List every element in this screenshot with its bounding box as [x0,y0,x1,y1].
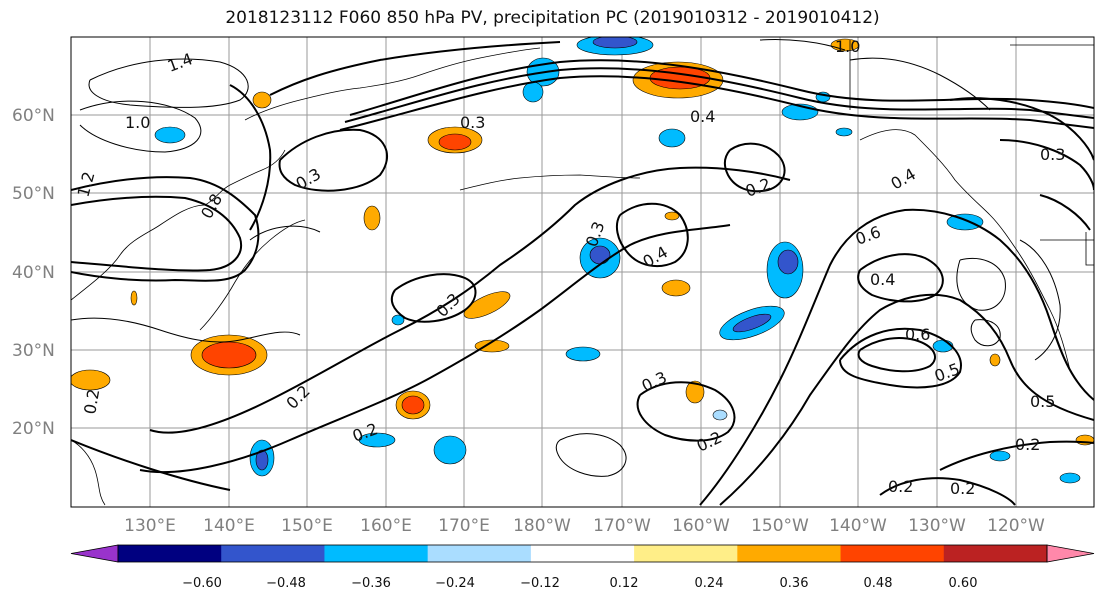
contour-label: 0.6 [905,325,930,344]
contour-label: 0.3 [460,113,485,132]
contour-label: 1.0 [835,37,860,56]
colorbar-swatch [118,545,222,562]
contour-label: 0.2 [950,479,975,498]
colorbar-tick-label: −0.12 [520,576,560,591]
colorbar-tick-label: −0.24 [435,576,475,591]
contour-label: 0.4 [690,107,715,126]
colorbar-swatch [943,545,1048,562]
contour-label: 0.5 [1030,392,1055,411]
lat-tick-label: 60°N [12,106,55,126]
lat-tick-label: 20°N [12,419,55,439]
contour-label: 1.0 [125,113,150,132]
colorbar-tick-label: 0.24 [695,576,724,591]
contour-label: 0.2 [1015,435,1040,454]
map-title: 2018123112 F060 850 hPa PV, precipitatio… [225,8,880,28]
plot-frame [70,36,1095,508]
colorbar-swatch [324,545,429,562]
colorbar-swatch [530,545,635,562]
colorbar-extend-high [1046,544,1095,563]
lat-tick-label: 30°N [12,341,55,361]
contour-label: 0.3 [1040,145,1065,164]
lon-tick-labels: 130°E 140°E 150°E 160°E 170°E 180°W 170°… [124,516,1045,536]
colorbar-swatch [221,545,325,562]
lon-tick-label: 130°E [124,516,176,536]
colorbar [70,544,1095,563]
lon-tick-label: 170°E [438,516,490,536]
lon-tick-label: 160°E [360,516,412,536]
colorbar-tick-label: −0.60 [182,576,222,591]
lat-tick-label: 40°N [12,263,55,283]
lon-tick-label: 150°W [751,516,809,536]
lon-tick-label: 180°W [513,516,571,536]
contour-label: 0.4 [870,270,895,289]
lat-tick-labels: 60°N 50°N 40°N 30°N 20°N [12,106,55,439]
lon-tick-label: 130°W [908,516,966,536]
colorbar-border [117,544,1048,563]
lon-tick-label: 140°E [203,516,255,536]
pv-contours [71,41,1094,506]
pv-contours-thin [71,39,1061,477]
colorbar-tick-label: 0.48 [864,576,893,591]
colorbar-tick-label: −0.36 [351,576,391,591]
colorbar-swatch [634,545,738,562]
contour-label: 0.2 [80,387,103,415]
colorbar-swatch [840,545,945,562]
colorbar-swatch [737,545,842,562]
colorbar-tick-labels: −0.60 −0.48 −0.36 −0.24 −0.12 0.12 0.24 … [182,576,977,591]
colorbar-tick-label: −0.48 [266,576,306,591]
colorbar-tick-label: 0.60 [949,576,978,591]
lon-tick-label: 140°W [829,516,887,536]
colorbar-tick-label: 0.36 [780,576,809,591]
colorbar-swatch [427,545,532,562]
lon-tick-label: 150°E [281,516,333,536]
lat-lon-grid [71,37,1094,507]
lon-tick-label: 170°W [593,516,651,536]
colorbar-extend-low [70,544,119,563]
contour-label: 0.2 [888,477,913,496]
lat-tick-label: 50°N [12,184,55,204]
colorbar-tick-label: 0.12 [610,576,639,591]
lon-tick-label: 160°W [672,516,730,536]
lon-tick-label: 120°W [987,516,1045,536]
